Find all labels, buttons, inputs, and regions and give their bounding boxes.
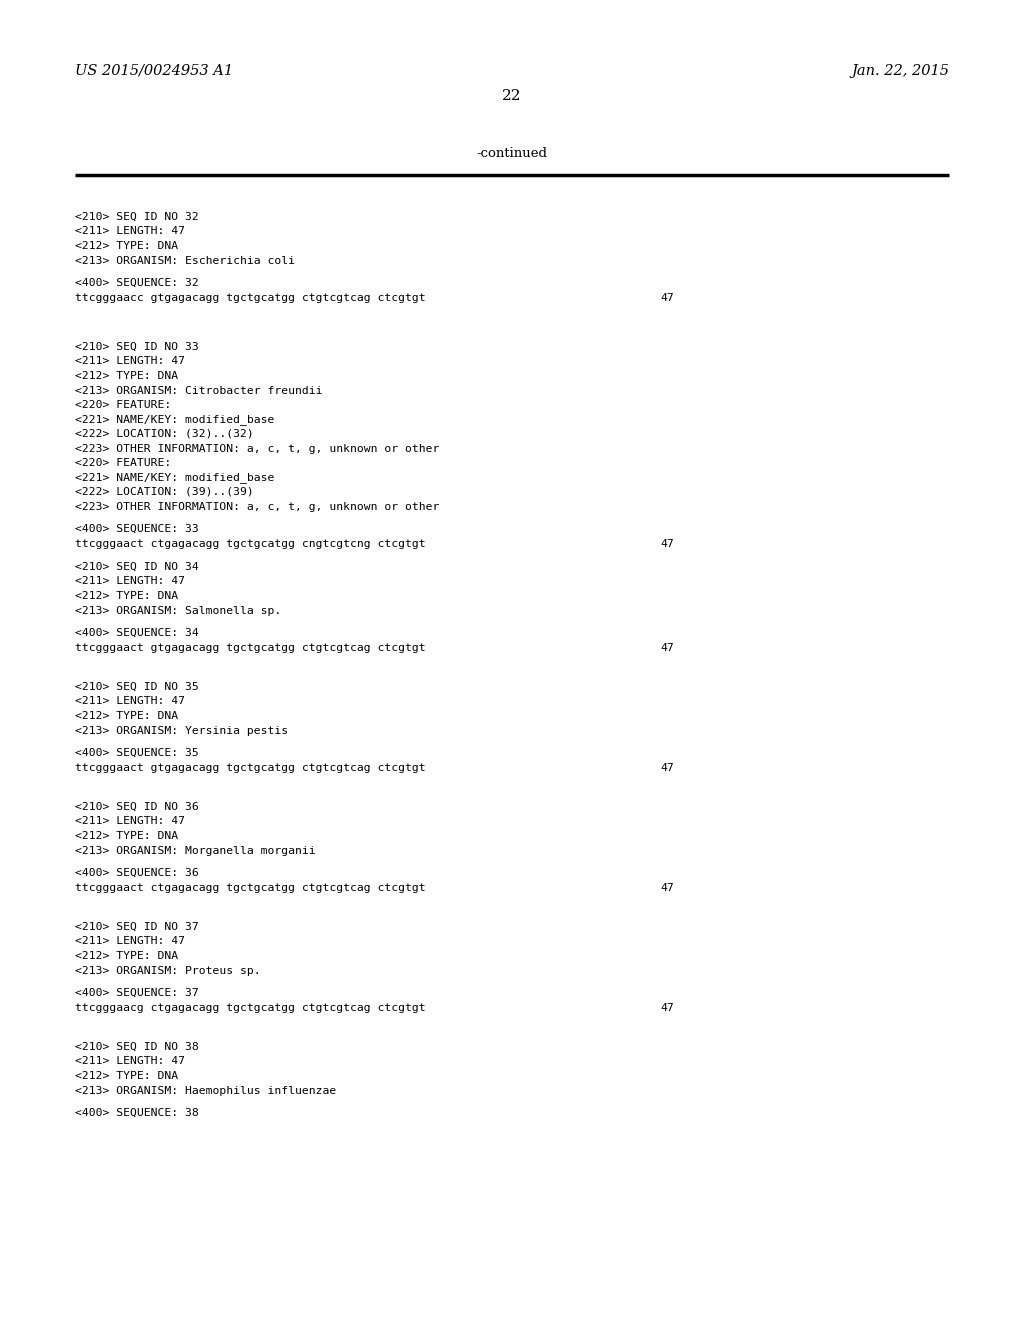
Text: <211> LENGTH: 47: <211> LENGTH: 47 xyxy=(75,697,185,706)
Text: <213> ORGANISM: Escherichia coli: <213> ORGANISM: Escherichia coli xyxy=(75,256,295,265)
Text: <221> NAME/KEY: modified_base: <221> NAME/KEY: modified_base xyxy=(75,414,274,425)
Text: <213> ORGANISM: Salmonella sp.: <213> ORGANISM: Salmonella sp. xyxy=(75,606,282,615)
Text: <212> TYPE: DNA: <212> TYPE: DNA xyxy=(75,1071,178,1081)
Text: <210> SEQ ID NO 34: <210> SEQ ID NO 34 xyxy=(75,562,199,572)
Text: <211> LENGTH: 47: <211> LENGTH: 47 xyxy=(75,1056,185,1067)
Text: <212> TYPE: DNA: <212> TYPE: DNA xyxy=(75,242,178,251)
Text: <400> SEQUENCE: 35: <400> SEQUENCE: 35 xyxy=(75,748,199,758)
Text: <400> SEQUENCE: 32: <400> SEQUENCE: 32 xyxy=(75,279,199,288)
Text: US 2015/0024953 A1: US 2015/0024953 A1 xyxy=(75,63,233,78)
Text: <211> LENGTH: 47: <211> LENGTH: 47 xyxy=(75,936,185,946)
Text: <213> ORGANISM: Haemophilus influenzae: <213> ORGANISM: Haemophilus influenzae xyxy=(75,1085,336,1096)
Text: <222> LOCATION: (32)..(32): <222> LOCATION: (32)..(32) xyxy=(75,429,254,440)
Text: Jan. 22, 2015: Jan. 22, 2015 xyxy=(851,63,949,78)
Text: <213> ORGANISM: Morganella morganii: <213> ORGANISM: Morganella morganii xyxy=(75,846,315,855)
Text: <210> SEQ ID NO 35: <210> SEQ ID NO 35 xyxy=(75,682,199,692)
Text: ttcgggaacg ctgagacagg tgctgcatgg ctgtcgtcag ctcgtgt: ttcgggaacg ctgagacagg tgctgcatgg ctgtcgt… xyxy=(75,1003,426,1012)
Text: <212> TYPE: DNA: <212> TYPE: DNA xyxy=(75,591,178,601)
Text: <211> LENGTH: 47: <211> LENGTH: 47 xyxy=(75,227,185,236)
Text: <213> ORGANISM: Citrobacter freundii: <213> ORGANISM: Citrobacter freundii xyxy=(75,385,323,396)
Text: ttcgggaact gtgagacagg tgctgcatgg ctgtcgtcag ctcgtgt: ttcgggaact gtgagacagg tgctgcatgg ctgtcgt… xyxy=(75,763,426,774)
Text: 47: 47 xyxy=(660,539,674,549)
Text: <210> SEQ ID NO 32: <210> SEQ ID NO 32 xyxy=(75,213,199,222)
Text: <400> SEQUENCE: 34: <400> SEQUENCE: 34 xyxy=(75,628,199,638)
Text: <212> TYPE: DNA: <212> TYPE: DNA xyxy=(75,371,178,381)
Text: <400> SEQUENCE: 33: <400> SEQUENCE: 33 xyxy=(75,524,199,535)
Text: ttcgggaacc gtgagacagg tgctgcatgg ctgtcgtcag ctcgtgt: ttcgggaacc gtgagacagg tgctgcatgg ctgtcgt… xyxy=(75,293,426,304)
Text: <400> SEQUENCE: 38: <400> SEQUENCE: 38 xyxy=(75,1107,199,1118)
Text: 47: 47 xyxy=(660,643,674,653)
Text: <210> SEQ ID NO 37: <210> SEQ ID NO 37 xyxy=(75,921,199,932)
Text: <213> ORGANISM: Proteus sp.: <213> ORGANISM: Proteus sp. xyxy=(75,965,261,975)
Text: <400> SEQUENCE: 36: <400> SEQUENCE: 36 xyxy=(75,869,199,878)
Text: <400> SEQUENCE: 37: <400> SEQUENCE: 37 xyxy=(75,987,199,998)
Text: <222> LOCATION: (39)..(39): <222> LOCATION: (39)..(39) xyxy=(75,487,254,498)
Text: ttcgggaact ctgagacagg tgctgcatgg cngtcgtcng ctcgtgt: ttcgggaact ctgagacagg tgctgcatgg cngtcgt… xyxy=(75,539,426,549)
Text: <211> LENGTH: 47: <211> LENGTH: 47 xyxy=(75,356,185,367)
Text: 47: 47 xyxy=(660,763,674,774)
Text: <221> NAME/KEY: modified_base: <221> NAME/KEY: modified_base xyxy=(75,473,274,483)
Text: 22: 22 xyxy=(502,88,522,103)
Text: -continued: -continued xyxy=(476,147,548,160)
Text: <211> LENGTH: 47: <211> LENGTH: 47 xyxy=(75,817,185,826)
Text: <212> TYPE: DNA: <212> TYPE: DNA xyxy=(75,950,178,961)
Text: <212> TYPE: DNA: <212> TYPE: DNA xyxy=(75,711,178,721)
Text: <220> FEATURE:: <220> FEATURE: xyxy=(75,400,171,411)
Text: <220> FEATURE:: <220> FEATURE: xyxy=(75,458,171,469)
Text: ttcgggaact ctgagacagg tgctgcatgg ctgtcgtcag ctcgtgt: ttcgggaact ctgagacagg tgctgcatgg ctgtcgt… xyxy=(75,883,426,894)
Text: <213> ORGANISM: Yersinia pestis: <213> ORGANISM: Yersinia pestis xyxy=(75,726,288,735)
Text: <223> OTHER INFORMATION: a, c, t, g, unknown or other: <223> OTHER INFORMATION: a, c, t, g, unk… xyxy=(75,444,439,454)
Text: 47: 47 xyxy=(660,883,674,894)
Text: <212> TYPE: DNA: <212> TYPE: DNA xyxy=(75,832,178,841)
Text: 47: 47 xyxy=(660,1003,674,1012)
Text: 47: 47 xyxy=(660,293,674,304)
Text: <210> SEQ ID NO 38: <210> SEQ ID NO 38 xyxy=(75,1041,199,1052)
Text: <223> OTHER INFORMATION: a, c, t, g, unknown or other: <223> OTHER INFORMATION: a, c, t, g, unk… xyxy=(75,502,439,511)
Text: ttcgggaact gtgagacagg tgctgcatgg ctgtcgtcag ctcgtgt: ttcgggaact gtgagacagg tgctgcatgg ctgtcgt… xyxy=(75,643,426,653)
Text: <210> SEQ ID NO 36: <210> SEQ ID NO 36 xyxy=(75,803,199,812)
Text: <210> SEQ ID NO 33: <210> SEQ ID NO 33 xyxy=(75,342,199,352)
Text: <211> LENGTH: 47: <211> LENGTH: 47 xyxy=(75,577,185,586)
